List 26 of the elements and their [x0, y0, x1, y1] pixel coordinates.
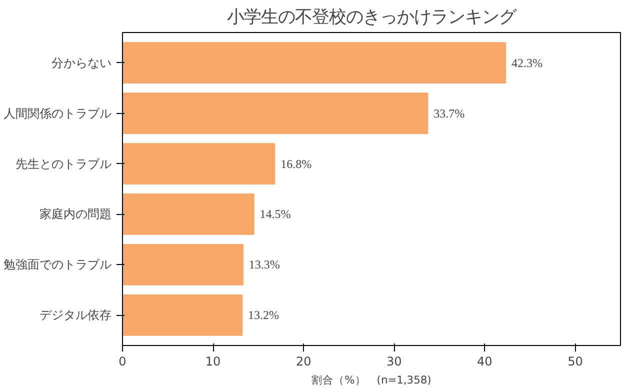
x-tick-label: 10	[205, 354, 221, 368]
data-label: 13.2%	[248, 308, 280, 322]
data-label: 14.5%	[260, 207, 291, 222]
bar	[122, 92, 428, 134]
data-label: 16.8%	[280, 156, 312, 171]
x-tick-label: 30	[386, 354, 402, 368]
bar	[122, 143, 276, 184]
y-tick-label: デジタル依存	[40, 308, 112, 322]
y-tick-label: 先生とのトラブル	[16, 156, 112, 171]
bar	[122, 294, 243, 336]
y-tick-label: 勉強面でのトラブル	[4, 258, 112, 272]
y-tick-label: 家庭内の問題	[40, 207, 112, 222]
y-tick-label: 分からない	[52, 56, 112, 70]
data-label: 42.3%	[512, 56, 543, 70]
bar	[122, 244, 244, 286]
data-label: 13.3%	[248, 258, 280, 272]
x-tick-label: 20	[296, 354, 312, 368]
x-tick-label: 40	[477, 354, 492, 368]
x-tick-label: 50	[568, 354, 583, 368]
bar	[122, 194, 254, 235]
bar	[122, 42, 506, 84]
chart-title: 小学生の不登校のきっかけランキング	[227, 8, 517, 28]
data-label: 33.7%	[434, 106, 465, 120]
x-axis-title: 割合（%） (n=1,358)	[312, 374, 432, 386]
y-tick-label: 人間関係のトラブル	[4, 106, 112, 120]
x-tick-label: 0	[118, 354, 126, 368]
